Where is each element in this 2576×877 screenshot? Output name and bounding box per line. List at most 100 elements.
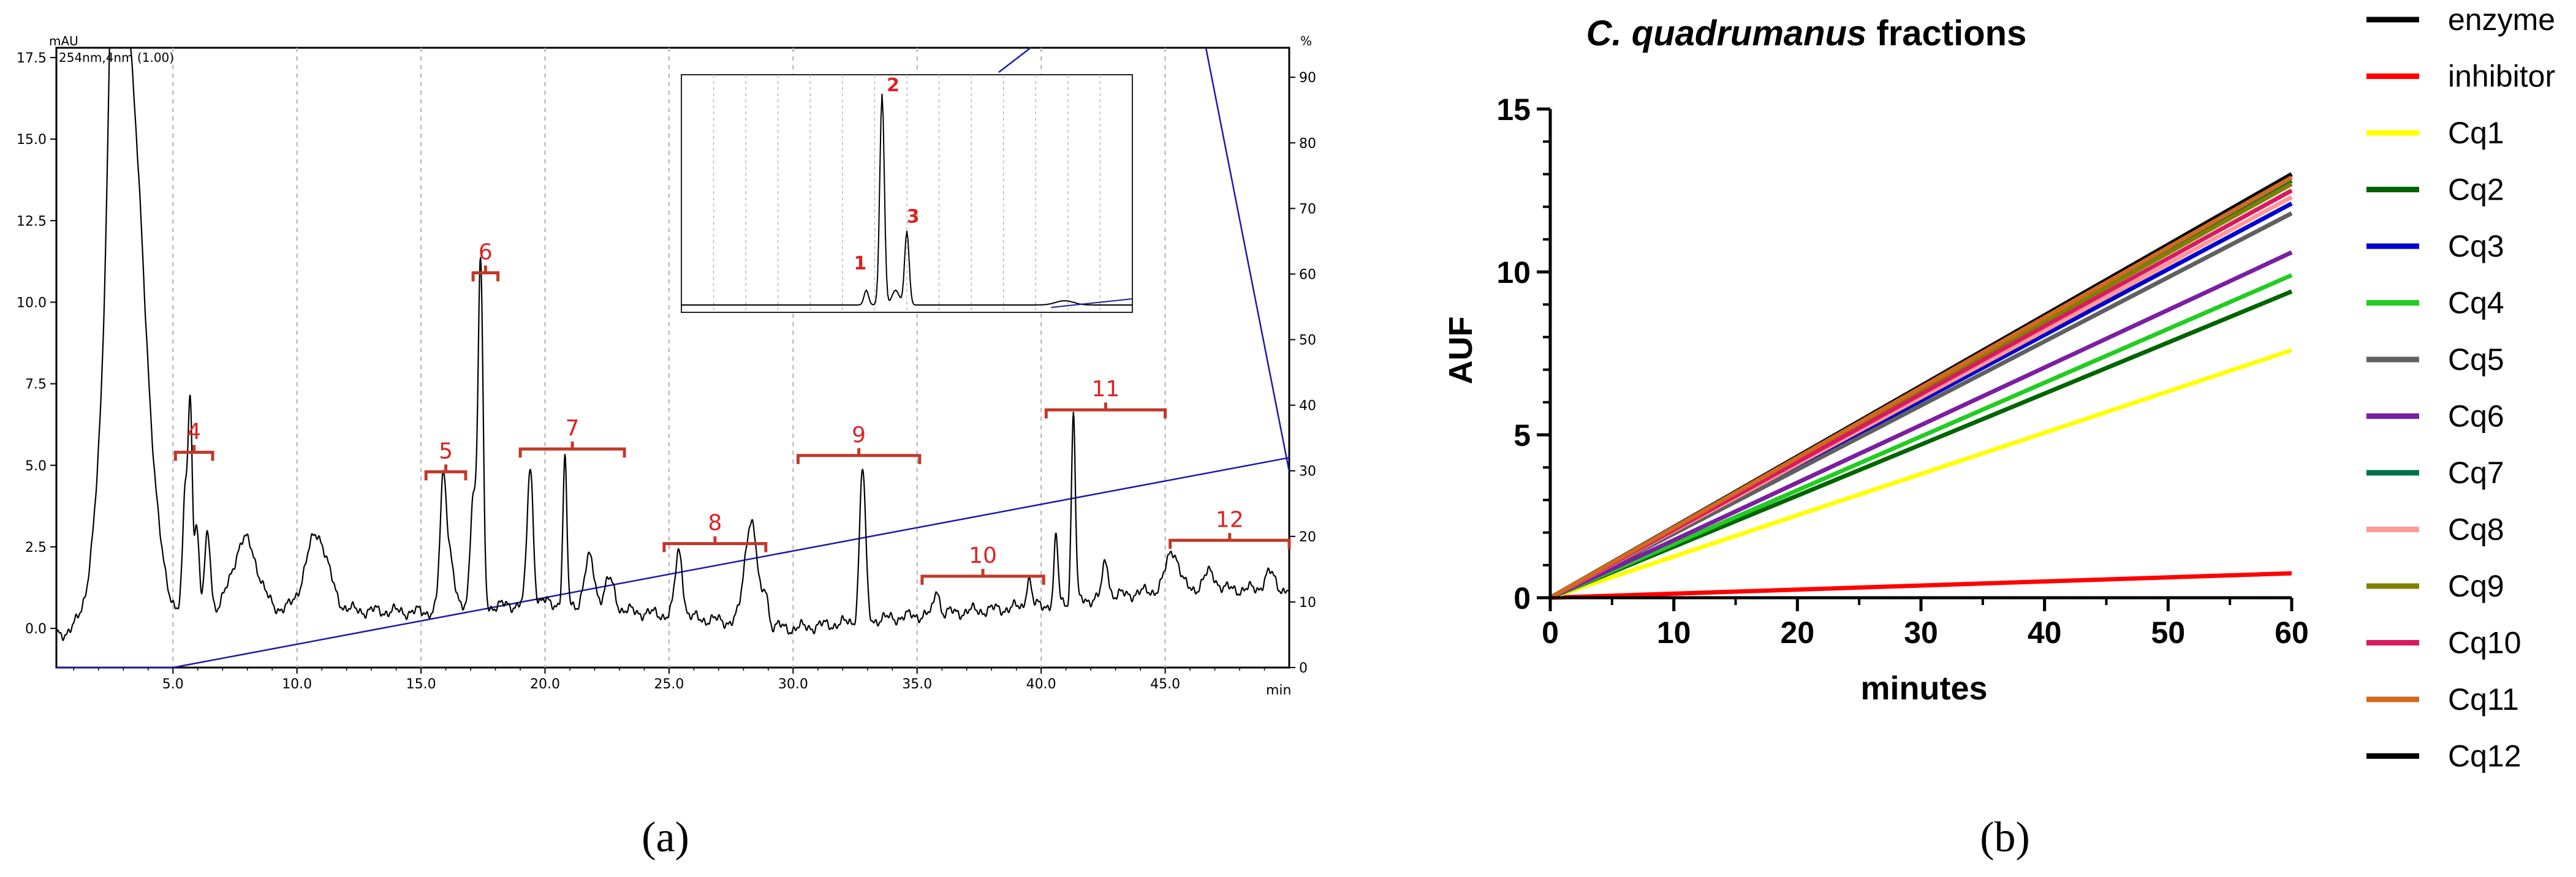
fraction-label: 12 bbox=[1216, 507, 1244, 532]
legend-item: Cq4 bbox=[2366, 286, 2504, 320]
fraction-bracket: 11 bbox=[1044, 377, 1167, 419]
legend-label: Cq4 bbox=[2448, 286, 2504, 320]
legend-item: Cq1 bbox=[2366, 116, 2504, 150]
right-y-tick-label: 40 bbox=[1299, 399, 1316, 414]
bracket-shape bbox=[1169, 533, 1291, 549]
series-line-inhibitor bbox=[1550, 571, 2292, 600]
right-y-tick-label: 20 bbox=[1299, 530, 1316, 545]
y-tick-label: 0.0 bbox=[25, 622, 47, 637]
bracket-shape bbox=[920, 568, 1045, 585]
legend-item: enzyme bbox=[2366, 2, 2555, 37]
fraction-bracket: 12 bbox=[1169, 507, 1291, 549]
bracket-shape bbox=[173, 445, 214, 461]
x-tick-label: 15.0 bbox=[406, 677, 436, 692]
fraction-label: 4 bbox=[187, 419, 201, 444]
x-axis-unit-label: min bbox=[1266, 683, 1292, 698]
legend-item: Cq9 bbox=[2366, 569, 2504, 603]
right-y-tick-label: 70 bbox=[1299, 201, 1316, 217]
legend-label: inhibitor bbox=[2448, 59, 2555, 94]
legend-item: Cq12 bbox=[2366, 739, 2521, 773]
x-axis-title: minutes bbox=[1860, 670, 1987, 707]
legend-label: enzyme bbox=[2448, 2, 2555, 37]
inset-gradient-line bbox=[1051, 298, 1133, 308]
bracket-shape bbox=[518, 442, 626, 458]
x-tick-label: 40 bbox=[2028, 615, 2062, 650]
y-tick-label: 5 bbox=[1513, 418, 1531, 453]
y-tick-label: 17.5 bbox=[17, 51, 47, 66]
y-tick-label: 12.5 bbox=[17, 214, 47, 229]
legend-item: Cq11 bbox=[2366, 682, 2519, 717]
x-tick-label: 25.0 bbox=[654, 677, 684, 692]
fraction-label: 7 bbox=[566, 416, 580, 441]
fraction-label: 9 bbox=[852, 423, 866, 448]
x-tick-label: 30.0 bbox=[778, 677, 808, 692]
y-tick-label: 0 bbox=[1513, 581, 1531, 615]
series-line-Cq2 bbox=[1549, 289, 2293, 600]
chromatogram-trace bbox=[55, 47, 1289, 641]
y-tick-label: 10 bbox=[1496, 255, 1531, 290]
y-tick-label: 5.0 bbox=[25, 459, 47, 474]
kinetics-series-lines bbox=[1549, 172, 2293, 600]
series-line-Cq4 bbox=[1549, 273, 2293, 600]
fraction-label: 6 bbox=[479, 240, 493, 265]
chart-title-rest: fractions bbox=[1866, 13, 2026, 53]
right-y-tick-label: 50 bbox=[1299, 333, 1316, 348]
y-axis-title: AUF bbox=[1442, 317, 1479, 385]
legend: enzyme inhibitor Cq1 Cq2 Cq3 Cq4 Cq5 Cq6 Cq7 Cq8 C… bbox=[2366, 2, 2555, 773]
legend-item: inhibitor bbox=[2366, 59, 2555, 94]
fraction-bracket: 5 bbox=[424, 438, 468, 481]
fraction-bracket: 8 bbox=[662, 511, 768, 552]
legend-item: Cq2 bbox=[2366, 173, 2504, 207]
legend-item: Cq7 bbox=[2366, 456, 2504, 490]
bracket-shape bbox=[662, 536, 768, 552]
legend-item: Cq6 bbox=[2366, 399, 2504, 434]
legend-label: Cq3 bbox=[2448, 229, 2504, 263]
legend-item: Cq10 bbox=[2366, 626, 2521, 660]
y-tick-label: 7.5 bbox=[25, 377, 47, 393]
inset-trace-group: 1 2 3 bbox=[681, 75, 1133, 308]
fraction-bracket: 4 bbox=[173, 419, 214, 461]
panel-b-caption: (b) bbox=[1980, 814, 2030, 861]
x-tick-label: 30 bbox=[1904, 615, 1938, 650]
legend-label: Cq11 bbox=[2448, 682, 2519, 717]
legend-label: Cq1 bbox=[2448, 116, 2504, 150]
y-axis-unit-label: mAU bbox=[49, 34, 78, 48]
y-tick-label: 2.5 bbox=[25, 540, 47, 555]
inset-peak-label: 1 bbox=[854, 253, 866, 274]
inset-chromatogram: 1 2 3 bbox=[681, 74, 1133, 313]
inset-peak-label: 2 bbox=[887, 75, 900, 96]
legend-item: Cq8 bbox=[2366, 513, 2504, 547]
series-line-Cq11 bbox=[1549, 175, 2293, 600]
x-tick-label: 5.0 bbox=[162, 677, 184, 692]
series-line-Cq6 bbox=[1549, 250, 2293, 600]
x-tick-label: 0 bbox=[1542, 615, 1559, 650]
inset-peak-label: 3 bbox=[907, 206, 920, 227]
fraction-bracket: 6 bbox=[471, 240, 500, 282]
legend-label: Cq8 bbox=[2448, 513, 2504, 547]
chart-title-italic: C. quadrumanus bbox=[1586, 13, 1867, 53]
chromatogram-trace-group bbox=[55, 47, 1290, 641]
fraction-label: 5 bbox=[439, 438, 453, 464]
chart-title: C. quadrumanus fractions bbox=[1586, 13, 2027, 53]
fraction-label: 10 bbox=[969, 543, 997, 568]
legend-label: Cq7 bbox=[2448, 456, 2504, 490]
right-y-tick-label: 80 bbox=[1299, 136, 1316, 151]
right-y-tick-label: 60 bbox=[1299, 267, 1316, 282]
chromatogram-axes: 5.0 10.0 15.0 20.0 25.0 30.0 35.0 40.0 45.00.02.… bbox=[17, 51, 1316, 692]
legend-label: Cq6 bbox=[2448, 399, 2504, 434]
x-tick-label: 60 bbox=[2275, 615, 2309, 650]
right-y-tick-label: 90 bbox=[1299, 70, 1316, 86]
right-y-tick-label: 30 bbox=[1299, 464, 1316, 480]
inset-gridlines bbox=[713, 75, 1101, 312]
bracket-shape bbox=[424, 464, 468, 481]
x-tick-label: 10 bbox=[1657, 615, 1691, 650]
fraction-bracket: 10 bbox=[920, 543, 1045, 585]
x-tick-label: 10.0 bbox=[282, 677, 312, 692]
legend-label: Cq5 bbox=[2448, 342, 2504, 377]
x-tick-label: 50 bbox=[2151, 615, 2186, 650]
legend-label: Cq12 bbox=[2448, 739, 2521, 773]
legend-label: Cq2 bbox=[2448, 173, 2504, 207]
right-y-tick-label: 10 bbox=[1299, 595, 1316, 611]
bracket-shape bbox=[1044, 402, 1167, 419]
x-tick-label: 20 bbox=[1781, 615, 1815, 650]
